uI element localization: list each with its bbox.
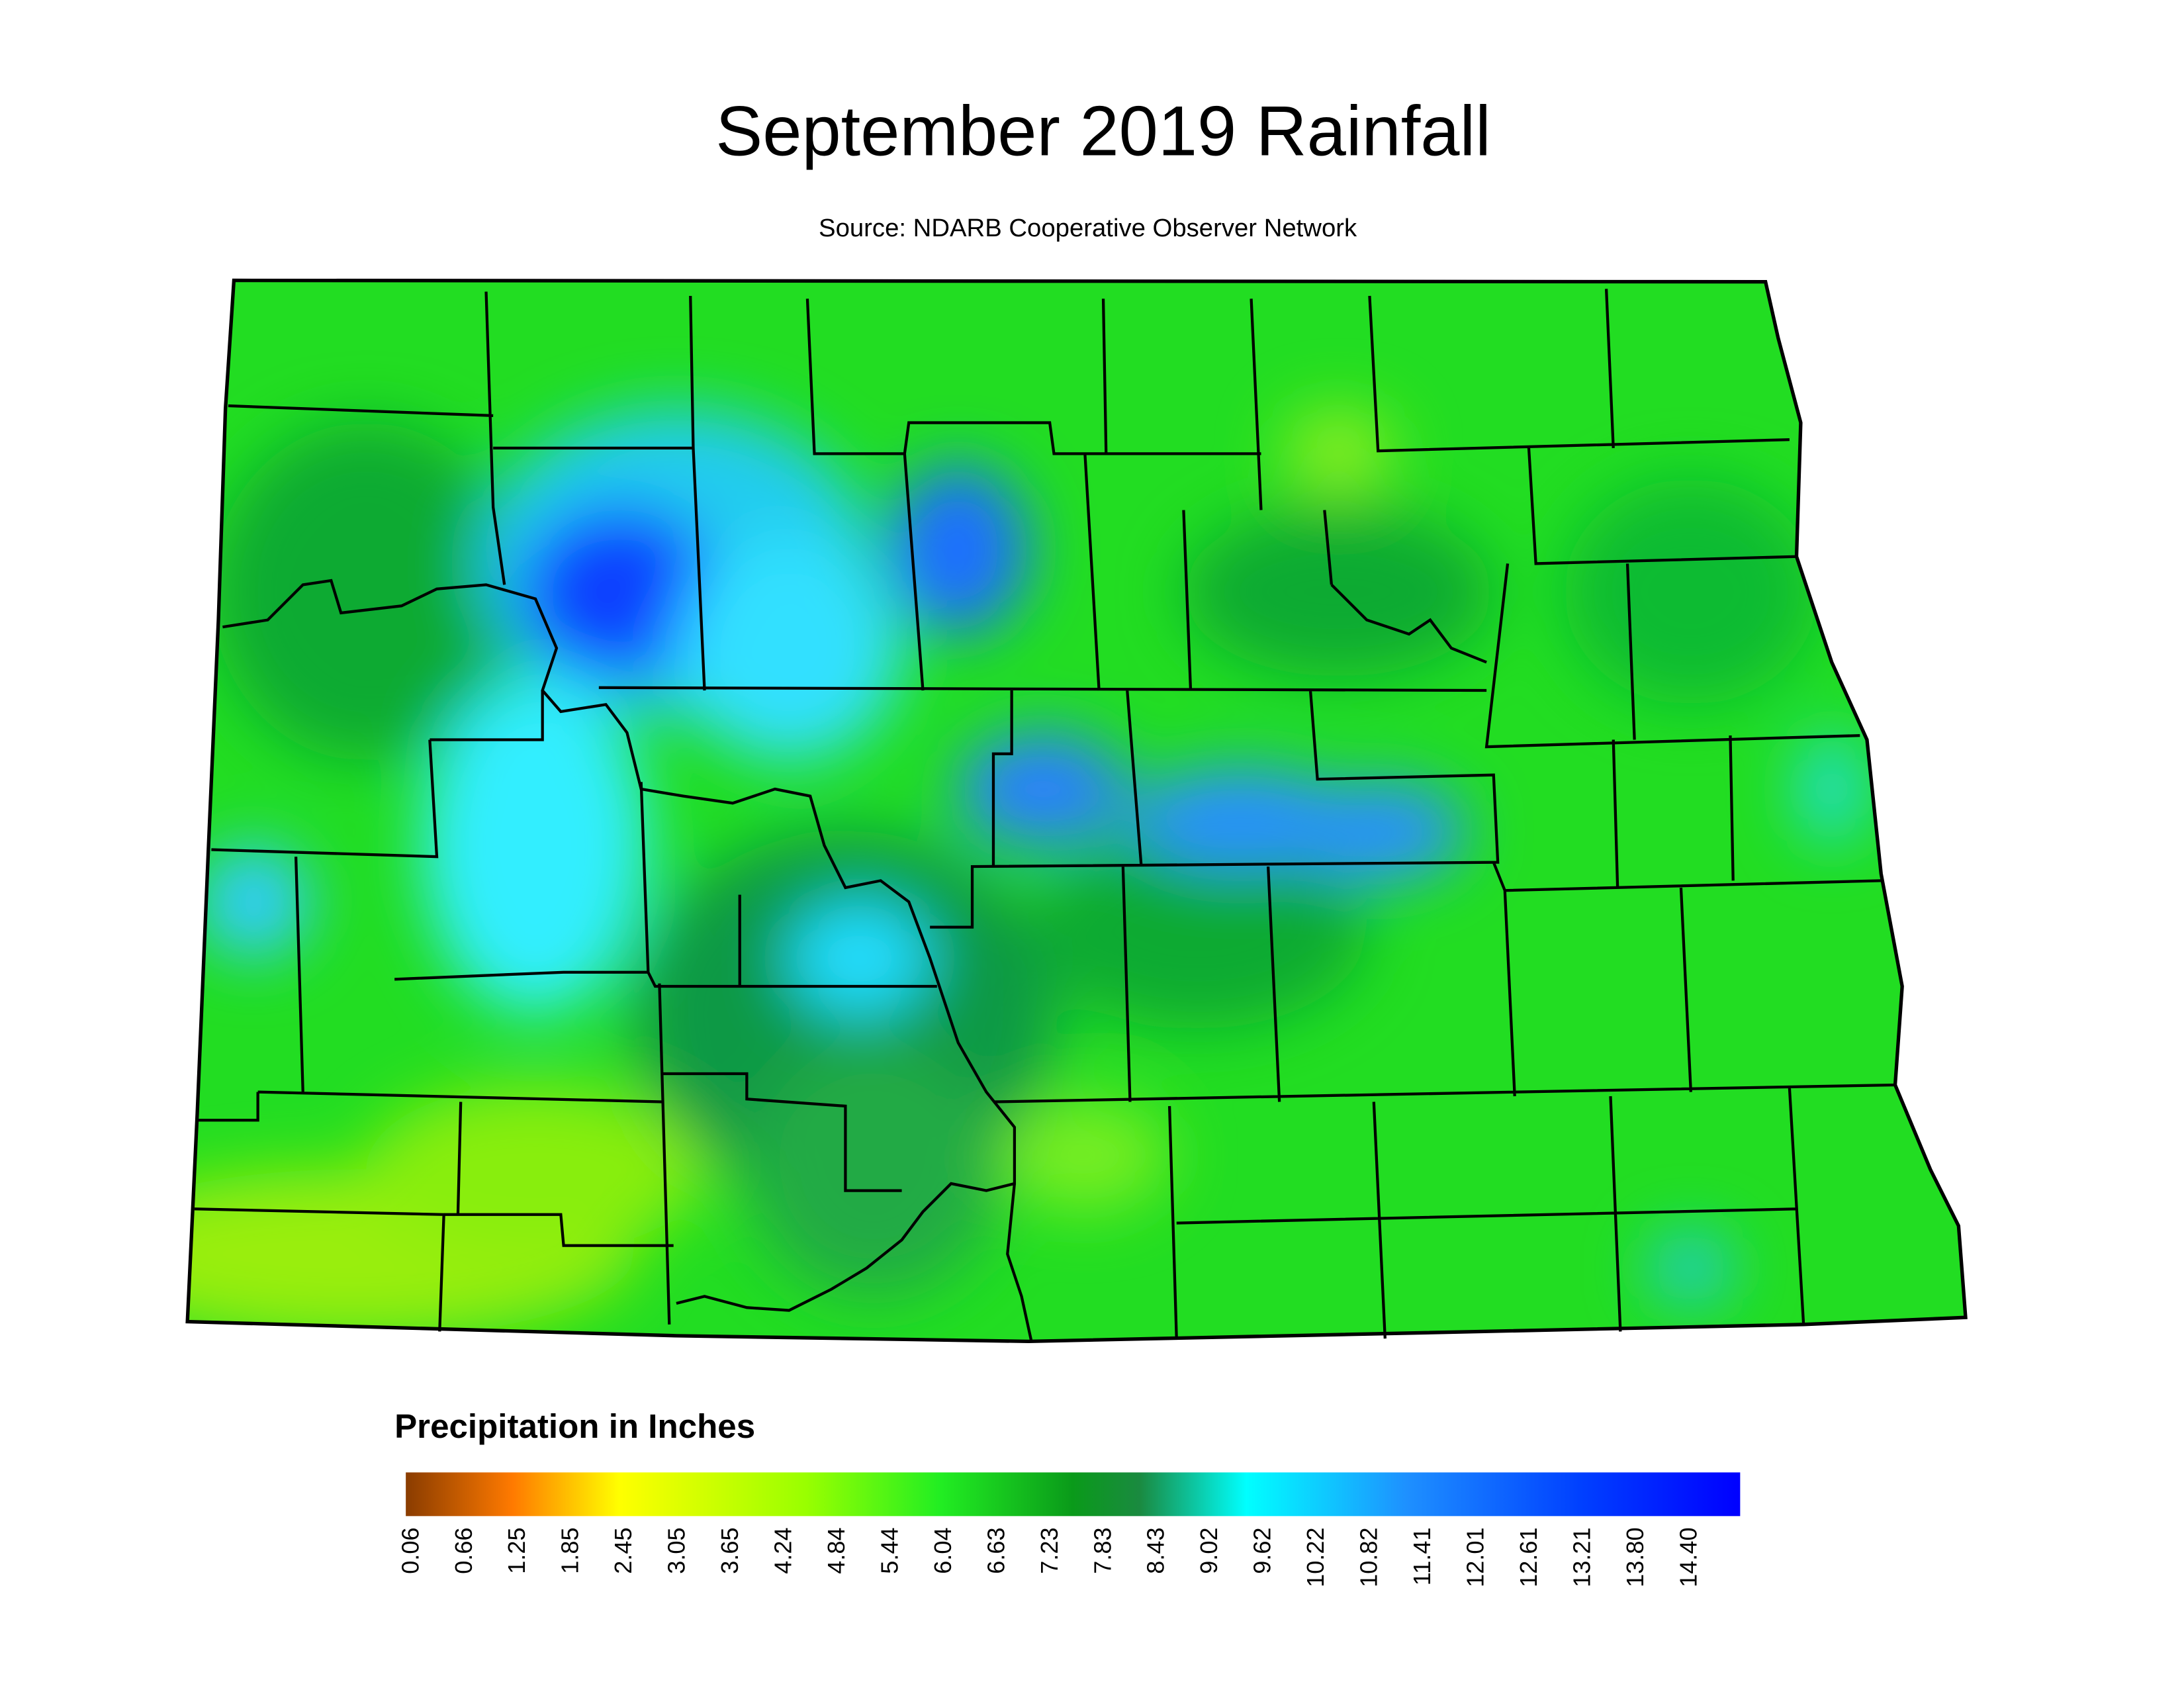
legend-tick-label: 3.05	[663, 1527, 690, 1573]
state-outline	[185, 278, 1968, 1344]
legend-color-bar	[406, 1472, 1741, 1517]
river-line	[222, 579, 1487, 1342]
legend-tick-label: 13.21	[1568, 1527, 1595, 1587]
legend-tick-label: 2.45	[610, 1527, 637, 1573]
county-line	[228, 289, 1860, 749]
legend-tick-label: 0.06	[396, 1527, 424, 1573]
legend-tick-label: 7.83	[1089, 1527, 1116, 1573]
map-title: September 2019 Rainfall	[715, 92, 1491, 171]
legend-tick-label: 13.80	[1621, 1527, 1649, 1587]
legend-tick-label: 1.85	[557, 1527, 584, 1573]
legend-tick-label: 0.66	[450, 1527, 477, 1573]
rainfall-surface	[187, 280, 1966, 1342]
legend-ticks: 0.06 0.66 1.25 1.85 2.45 3.05 3.65 4.24 4.84 5.44…	[396, 1527, 1702, 1587]
legend-tick-label: 4.84	[823, 1527, 850, 1573]
legend-tick-label: 6.04	[929, 1527, 956, 1573]
legend-tick-label: 3.65	[716, 1527, 743, 1573]
legend-tick-label: 5.44	[876, 1527, 903, 1573]
legend-tick-label: 7.23	[1036, 1527, 1063, 1573]
map-subtitle: Source: NDARB Cooperative Observer Netwo…	[819, 214, 1357, 242]
legend-tick-label: 8.43	[1142, 1527, 1169, 1573]
legend-tick-label: 9.02	[1195, 1527, 1222, 1573]
legend-tick-label: 10.22	[1302, 1527, 1329, 1587]
legend-tick-label: 14.40	[1674, 1527, 1702, 1587]
legend-tick-label: 6.63	[982, 1527, 1009, 1573]
legend-tick-label: 12.01	[1462, 1527, 1489, 1587]
legend-tick-label: 11.41	[1408, 1527, 1435, 1585]
county-lines	[194, 289, 1895, 1342]
legend-tick-label: 10.82	[1355, 1527, 1383, 1587]
legend-tick-label: 12.61	[1515, 1527, 1542, 1587]
legend-title: Precipitation in Inches	[394, 1407, 755, 1445]
legend-tick-label: 4.24	[770, 1527, 797, 1573]
legend-tick-label: 1.25	[503, 1527, 530, 1573]
legend-tick-label: 9.62	[1249, 1527, 1276, 1573]
county-line	[194, 686, 1895, 1339]
